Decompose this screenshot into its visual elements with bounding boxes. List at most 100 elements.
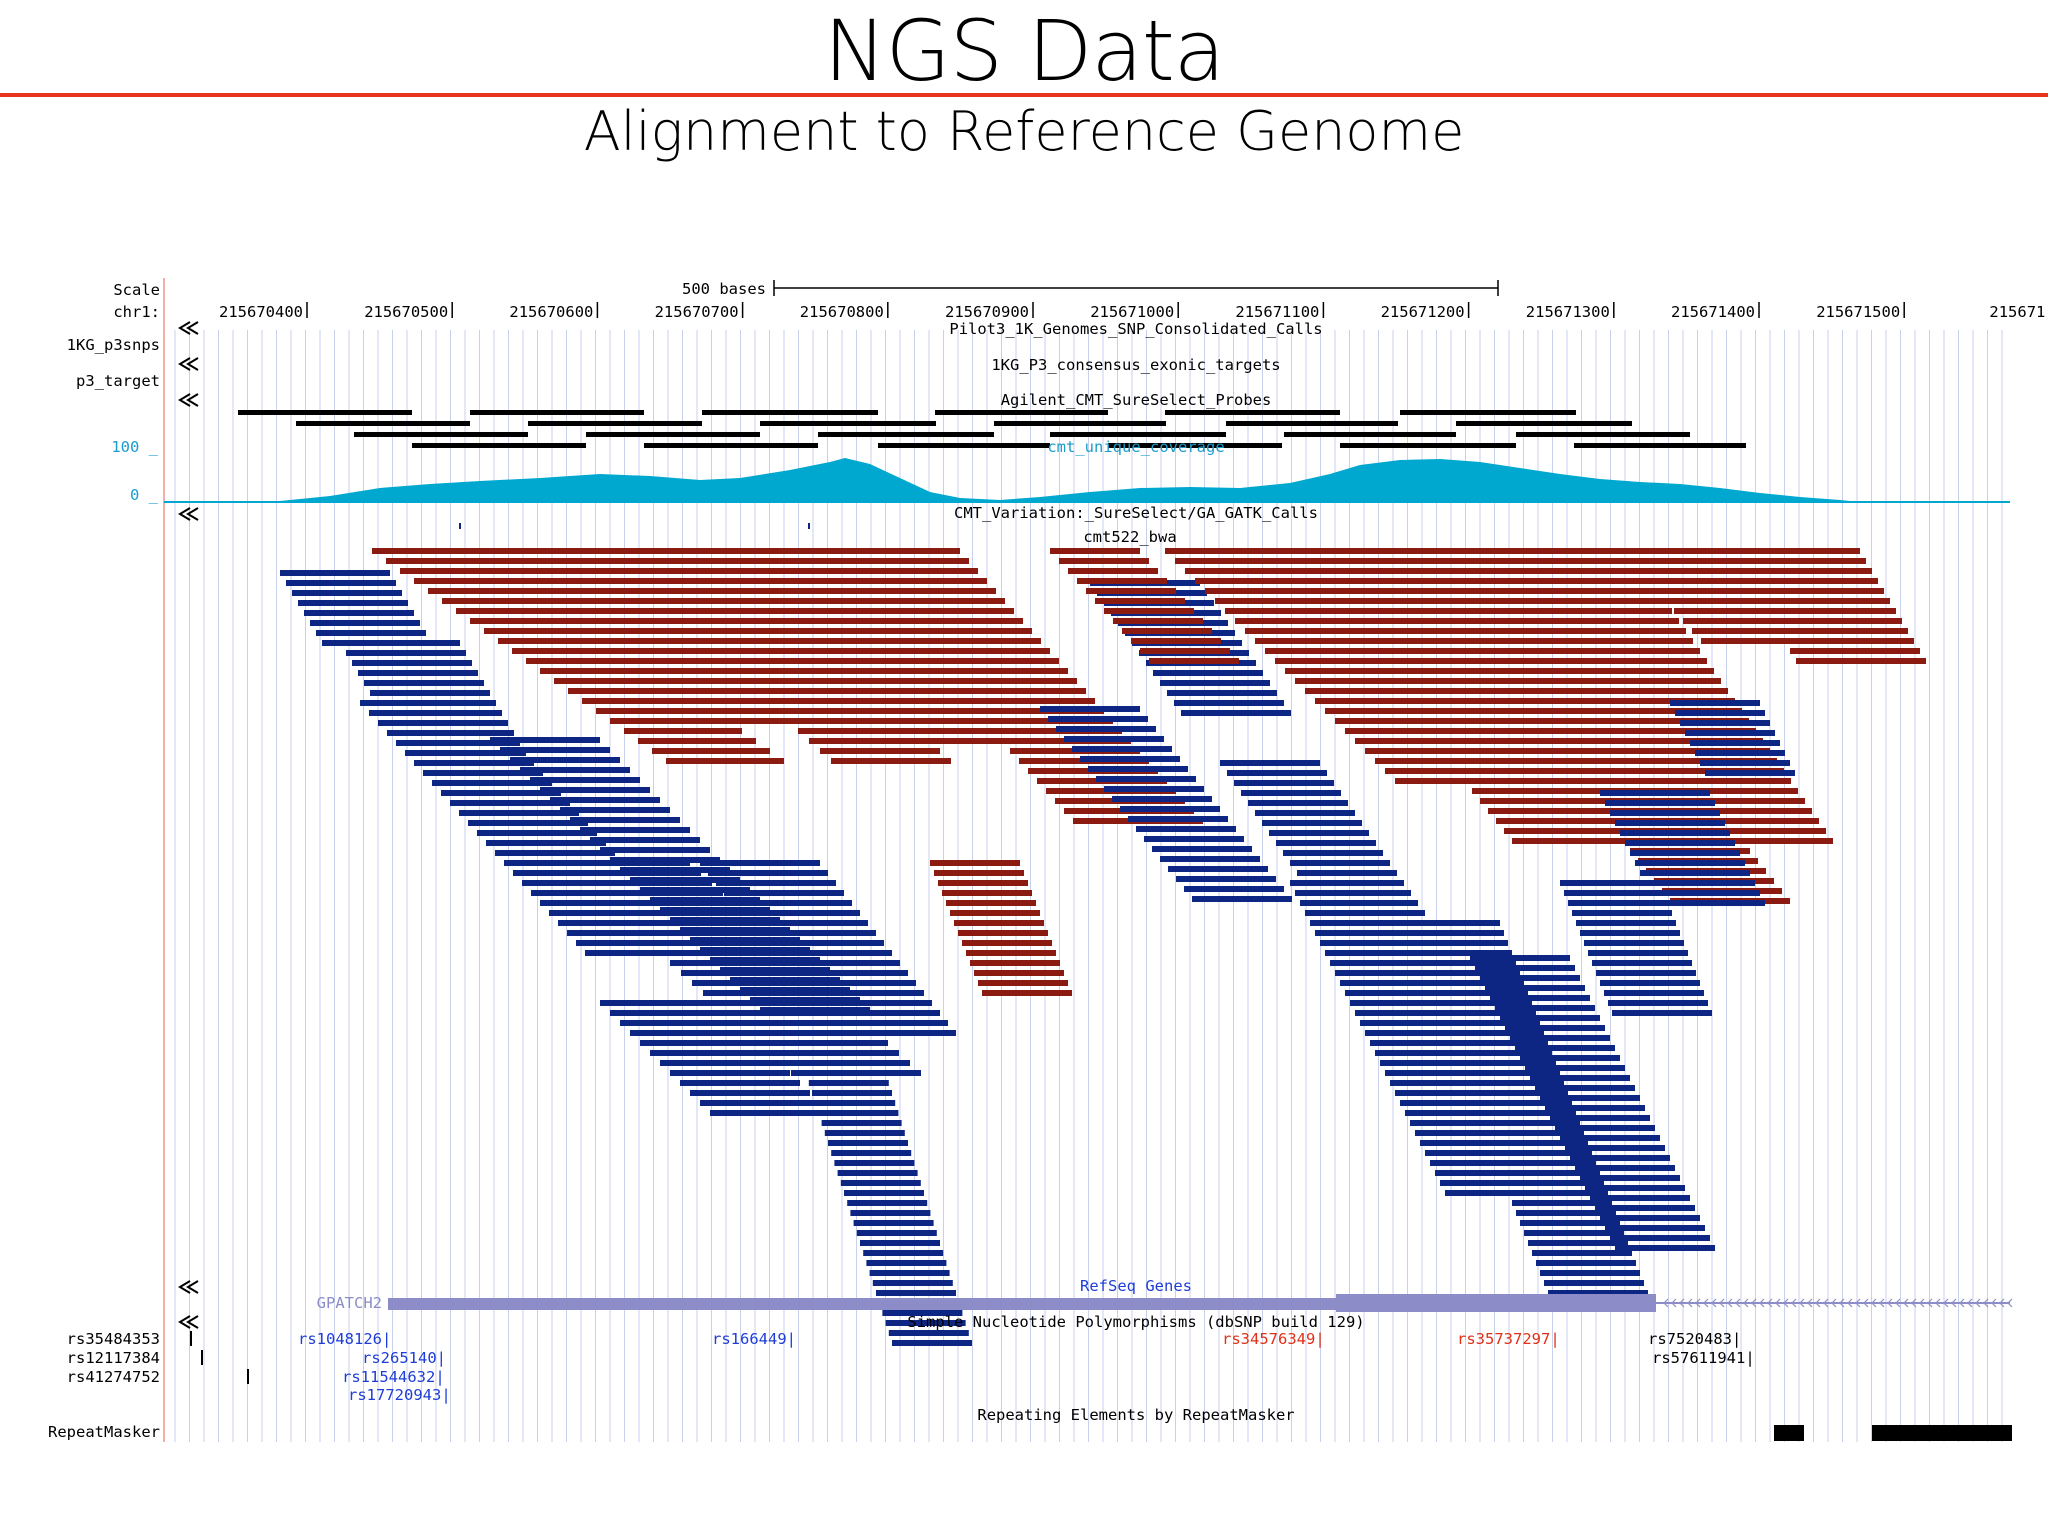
aligned-read	[1566, 768, 1686, 774]
aligned-read	[799, 1050, 880, 1056]
aligned-read	[1414, 578, 1534, 584]
aligned-read	[1486, 668, 1606, 674]
aligned-read	[970, 960, 1060, 966]
aligned-read	[812, 1000, 932, 1006]
aligned-read	[369, 710, 489, 716]
strand-arrow	[1951, 1298, 1957, 1308]
aligned-read	[1558, 758, 1678, 764]
probe	[878, 443, 1050, 448]
aligned-read	[1475, 965, 1575, 971]
side-label-1kg-p3snps: 1KG_p3snps	[67, 336, 160, 354]
aligned-read	[1582, 658, 1707, 664]
aligned-read	[670, 1070, 790, 1076]
aligned-read	[750, 578, 860, 584]
aligned-read	[646, 678, 756, 684]
aligned-read	[1568, 900, 1668, 906]
aligned-read	[1675, 710, 1765, 716]
aligned-read	[810, 638, 920, 644]
aligned-read	[1410, 1120, 1520, 1126]
probe	[702, 410, 878, 415]
aligned-read	[804, 990, 924, 996]
aligned-read	[830, 658, 940, 664]
strand-arrow	[1815, 1298, 1821, 1308]
aligned-read	[1438, 608, 1558, 614]
probe	[296, 421, 470, 426]
aligned-read	[450, 800, 570, 806]
aligned-read	[1370, 1040, 1480, 1046]
aligned-read	[1113, 618, 1203, 624]
aligned-read	[1304, 880, 1404, 886]
probe	[528, 421, 702, 426]
aligned-read	[820, 748, 940, 754]
aligned-read	[498, 638, 616, 644]
aligned-read	[1346, 940, 1446, 946]
aligned-read	[1608, 1000, 1708, 1006]
track-title-repeatmasker: Repeating Elements by RepeatMasker	[977, 1406, 1294, 1424]
aligned-read	[1412, 950, 1512, 956]
aligned-read	[490, 548, 600, 554]
aligned-read	[1504, 828, 1624, 834]
aligned-read	[805, 1070, 886, 1076]
aligned-read	[1390, 548, 1510, 554]
aligned-read	[1368, 658, 1488, 664]
aligned-read	[1095, 598, 1185, 604]
collapse-arrow-icon	[178, 1280, 199, 1294]
coverage-area	[270, 458, 1860, 502]
aligned-read	[405, 750, 525, 756]
strand-arrow	[1767, 1298, 1773, 1308]
aligned-read	[1536, 1260, 1636, 1266]
aligned-read	[1424, 728, 1544, 734]
aligned-read	[360, 700, 480, 706]
collapse-arrow-icon	[178, 321, 199, 335]
aligned-read	[680, 1080, 800, 1086]
strand-arrow	[1759, 1298, 1765, 1308]
aligned-read	[934, 870, 1024, 876]
aligned-read	[780, 990, 860, 996]
aligned-read	[1754, 588, 1884, 594]
aligned-read	[700, 1100, 820, 1106]
aligned-read	[1790, 648, 1920, 654]
snp-label: rs265140|	[362, 1349, 446, 1367]
aligned-read	[950, 910, 1040, 916]
aligned-read	[1505, 548, 1630, 554]
aligned-read	[1610, 1235, 1710, 1241]
aligned-read	[692, 980, 822, 986]
aligned-read	[593, 890, 723, 896]
aligned-read	[611, 558, 731, 564]
aligned-read	[954, 920, 1044, 926]
aligned-read	[486, 840, 606, 846]
aligned-read	[502, 558, 612, 564]
aligned-read	[1400, 920, 1500, 926]
aligned-read	[387, 730, 507, 736]
aligned-read	[484, 628, 602, 634]
aligned-read	[512, 648, 630, 654]
aligned-read	[1600, 980, 1700, 986]
strand-arrow	[1959, 1298, 1965, 1308]
aligned-read	[620, 1020, 740, 1026]
aligned-read	[1580, 1175, 1680, 1181]
aligned-read	[1234, 780, 1334, 786]
aligned-read	[840, 668, 950, 674]
strand-arrow	[1847, 1298, 1853, 1308]
aligned-read	[830, 548, 960, 554]
aligned-read	[1512, 558, 1637, 564]
aligned-read	[1365, 748, 1490, 754]
strand-arrow	[1719, 1298, 1725, 1308]
aligned-read	[1666, 778, 1791, 784]
aligned-read	[796, 1040, 876, 1046]
aligned-read	[1400, 698, 1520, 704]
collapse-arrow-icon	[178, 507, 199, 521]
aligned-read	[786, 1010, 867, 1016]
aligned-read	[1701, 638, 1826, 644]
gene-utr	[388, 1298, 1336, 1310]
aligned-read	[1160, 680, 1270, 686]
aligned-read	[1670, 700, 1760, 706]
aligned-read	[772, 950, 892, 956]
aligned-read	[1122, 628, 1212, 634]
aligned-read	[1332, 920, 1432, 926]
snp-label: rs34576349|	[1222, 1330, 1325, 1348]
aligned-read	[414, 578, 532, 584]
aligned-read	[526, 658, 644, 664]
aligned-read	[720, 548, 830, 554]
aligned-read	[911, 638, 1041, 644]
